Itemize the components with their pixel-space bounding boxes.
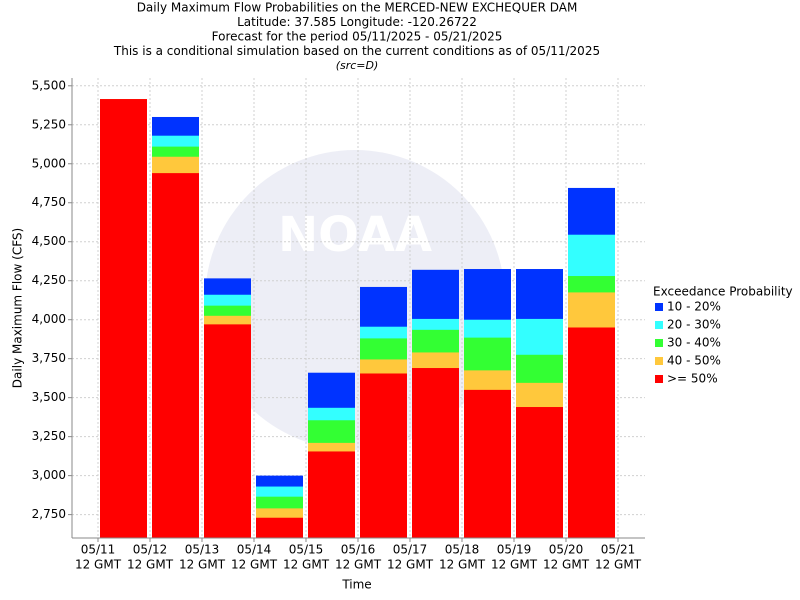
- x-tick-label: 05/15: [289, 543, 324, 557]
- chart-title: Forecast for the period 05/11/2025 - 05/…: [212, 30, 503, 44]
- x-tick-label: 05/19: [497, 543, 532, 557]
- bar: [204, 324, 251, 538]
- legend-label: >= 50%: [667, 372, 718, 386]
- x-tick-label: 05/21: [601, 543, 636, 557]
- y-tick-label: 5,000: [32, 156, 66, 170]
- watermark: NOAA: [278, 207, 432, 263]
- x-tick-label: 12 GMT: [283, 558, 330, 572]
- x-tick-label: 12 GMT: [179, 558, 226, 572]
- legend-swatch: [655, 339, 663, 347]
- y-tick-label: 5,250: [32, 117, 66, 131]
- y-tick-label: 4,250: [32, 273, 66, 287]
- x-tick-label: 12 GMT: [231, 558, 278, 572]
- x-tick-label: 12 GMT: [335, 558, 382, 572]
- legend-title: Exceedance Probability: [653, 285, 793, 299]
- x-tick-label: 05/17: [393, 543, 428, 557]
- chart-title: Daily Maximum Flow Probabilities on the …: [137, 1, 578, 15]
- chart-title: Latitude: 37.585 Longitude: -120.26722: [237, 15, 477, 29]
- legend-label: 30 - 40%: [667, 336, 721, 350]
- y-tick-label: 3,250: [32, 429, 66, 443]
- chart-title: This is a conditional simulation based o…: [113, 44, 600, 58]
- x-tick-label: 05/18: [445, 543, 480, 557]
- bar: [308, 451, 355, 538]
- chart-subtitle: (src=D): [336, 59, 379, 72]
- x-tick-label: 12 GMT: [127, 558, 174, 572]
- x-tick-label: 05/16: [341, 543, 376, 557]
- bar: [412, 368, 459, 538]
- bar: [464, 389, 511, 538]
- x-tick-label: 12 GMT: [439, 558, 486, 572]
- bar: [516, 407, 563, 538]
- y-tick-label: 4,000: [32, 312, 66, 326]
- legend-label: 10 - 20%: [667, 300, 721, 314]
- legend-label: 20 - 30%: [667, 318, 721, 332]
- y-tick-label: 3,000: [32, 468, 66, 482]
- x-tick-label: 12 GMT: [543, 558, 590, 572]
- legend-swatch: [655, 303, 663, 311]
- x-tick-label: 12 GMT: [387, 558, 434, 572]
- x-tick-label: 05/11: [81, 543, 116, 557]
- y-tick-label: 4,750: [32, 195, 66, 209]
- y-tick-label: 5,500: [32, 78, 66, 92]
- x-tick-label: 12 GMT: [75, 558, 122, 572]
- legend-label: 40 - 50%: [667, 354, 721, 368]
- x-axis-title: Time: [341, 578, 371, 592]
- x-tick-label: 05/14: [237, 543, 272, 557]
- bar: [100, 99, 147, 539]
- legend-swatch: [655, 321, 663, 329]
- bar: [152, 173, 199, 538]
- bar: [360, 373, 407, 538]
- bar: [256, 517, 303, 538]
- x-tick-label: 12 GMT: [491, 558, 538, 572]
- y-axis-title: Daily Maximum Flow (CFS): [11, 228, 25, 388]
- legend-swatch: [655, 375, 663, 383]
- y-tick-label: 4,500: [32, 234, 66, 248]
- y-tick-label: 3,500: [32, 390, 66, 404]
- bar: [568, 327, 615, 538]
- x-tick-label: 05/20: [549, 543, 584, 557]
- legend-swatch: [655, 357, 663, 365]
- x-tick-label: 05/13: [185, 543, 220, 557]
- y-tick-label: 3,750: [32, 351, 66, 365]
- x-tick-label: 12 GMT: [595, 558, 642, 572]
- x-tick-label: 05/12: [133, 543, 168, 557]
- y-tick-label: 2,750: [32, 507, 66, 521]
